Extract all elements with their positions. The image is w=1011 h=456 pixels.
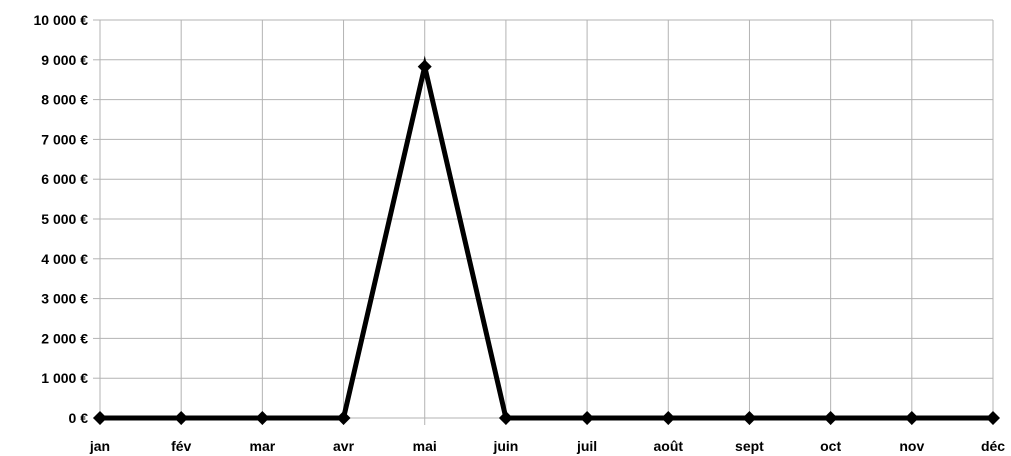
x-tick-label: juil <box>576 438 597 454</box>
series-line <box>100 55 993 421</box>
data-point-marker <box>174 411 189 425</box>
y-tick-label: 7 000 € <box>41 131 88 147</box>
series-line-path <box>100 55 993 421</box>
data-point-marker <box>93 411 107 425</box>
y-tick-label: 2 000 € <box>41 330 88 346</box>
y-tick-label: 5 000 € <box>41 211 88 227</box>
x-tick-label: août <box>653 438 683 454</box>
y-tick-label: 6 000 € <box>41 171 88 187</box>
data-point-marker <box>986 411 1000 425</box>
data-point-marker <box>742 411 757 425</box>
x-tick-label: oct <box>820 438 841 454</box>
x-tick-label: mar <box>250 438 276 454</box>
axes <box>93 19 994 425</box>
x-tick-label: fév <box>171 438 191 454</box>
y-tick-label: 3 000 € <box>41 291 88 307</box>
data-point-marker <box>417 59 432 74</box>
y-tick-label: 9 000 € <box>41 52 88 68</box>
data-point-marker <box>255 411 270 425</box>
y-tick-label: 8 000 € <box>41 92 88 108</box>
y-tick-label: 4 000 € <box>41 251 88 267</box>
data-point-marker <box>823 411 838 425</box>
y-tick-label: 1 000 € <box>41 370 88 386</box>
y-tick-label: 0 € <box>69 410 89 426</box>
x-axis-tick-labels: jan fév mar avr mai juin juil août sept oct nov déc <box>89 438 1005 454</box>
data-point-marker <box>661 411 676 425</box>
data-point-marker <box>498 411 513 425</box>
grid-lines <box>100 19 994 418</box>
x-tick-label: nov <box>899 438 924 454</box>
data-point-marker <box>580 411 595 425</box>
x-tick-label: juin <box>492 438 518 454</box>
x-tick-label: avr <box>333 438 355 454</box>
y-axis-tick-labels: 0 € 1 000 € 2 000 € 3 000 € 4 000 € 5 000 € 6 … <box>34 12 89 426</box>
y-tick-label: 10 000 € <box>34 12 89 28</box>
x-tick-label: mai <box>413 438 437 454</box>
x-tick-label: déc <box>981 438 1005 454</box>
x-tick-label: jan <box>89 438 110 454</box>
series-markers <box>93 59 1000 425</box>
data-point-marker <box>904 411 919 425</box>
x-tick-label: sept <box>735 438 764 454</box>
data-point-marker <box>336 411 351 425</box>
